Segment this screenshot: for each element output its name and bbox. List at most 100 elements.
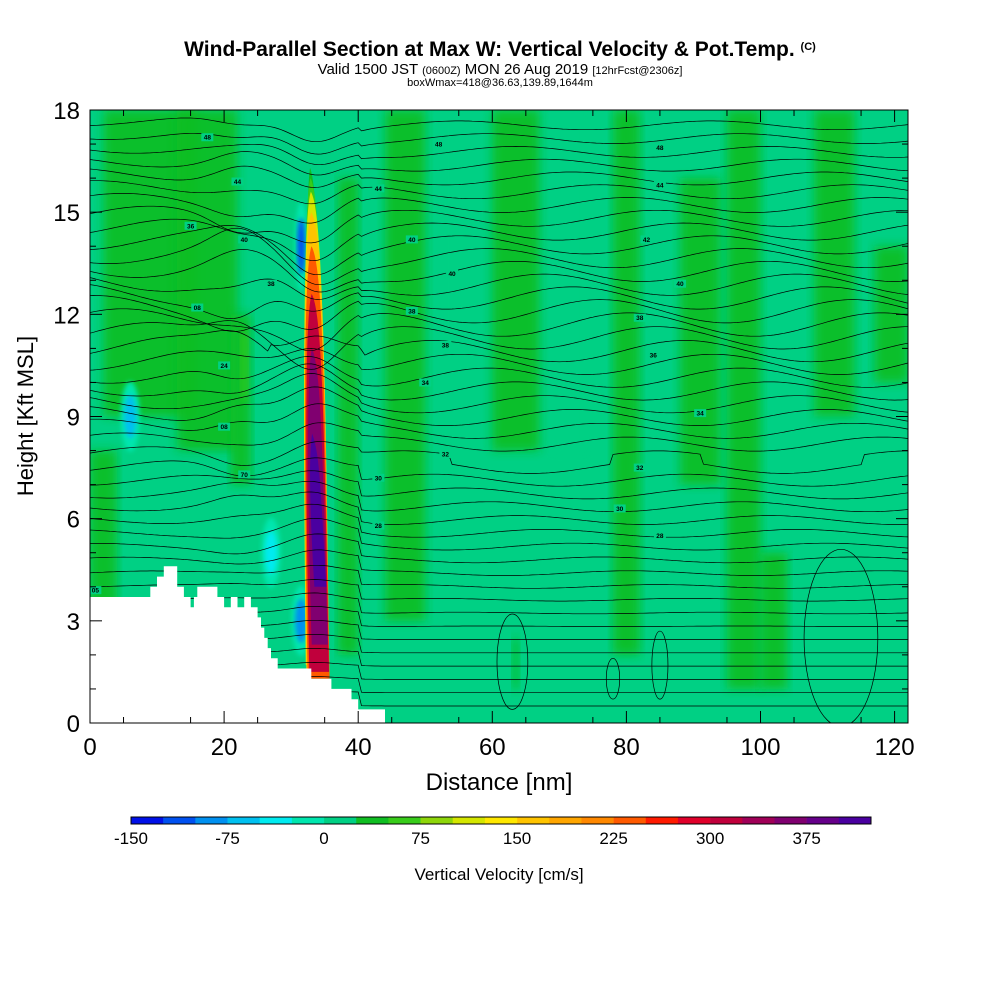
colorbar-swatch <box>259 817 293 824</box>
plot-area: 05 48 48 48 44 44 44 36 40 40 42 38 40 40 08 38 38 38 36 24… <box>90 110 908 723</box>
colorbar-tick-label: -75 <box>215 829 240 848</box>
forecast-info: [12hrFcst@2306z] <box>592 65 683 77</box>
theta-contour <box>90 295 908 332</box>
theta-label: 05 <box>92 588 100 595</box>
colorbar-swatch <box>677 817 711 824</box>
colorbar-swatch <box>388 817 421 824</box>
theta-label-bg <box>238 235 251 244</box>
theta-contour <box>90 356 908 388</box>
colorbar-swatch <box>549 817 582 824</box>
y-tick-label: 9 <box>67 405 80 432</box>
colorbar-swatch <box>806 817 840 824</box>
theta-label: 38 <box>636 315 644 322</box>
theta-contour <box>90 363 908 401</box>
colorbar-swatch <box>517 817 550 824</box>
theta-label-bg <box>405 306 418 315</box>
x-tick-label: 100 <box>740 734 780 761</box>
updraft-layer <box>310 433 327 587</box>
terrain <box>90 566 385 723</box>
colorbar: -150 -75 0 75 150 225 300 375 <box>114 816 872 848</box>
colorbar-swatch <box>645 817 679 824</box>
theta-label: 48 <box>656 145 664 152</box>
theta-label-bg <box>405 235 418 244</box>
x-tick-label: 60 <box>479 734 506 761</box>
theta-label: 36 <box>650 353 658 360</box>
velocity-streak <box>680 178 721 485</box>
theta-label: 44 <box>656 182 664 189</box>
theta-label-bg <box>238 470 251 479</box>
theta-label: 34 <box>697 411 705 418</box>
colorbar-swatch <box>131 817 164 824</box>
colorbar-swatch <box>291 817 325 824</box>
theta-contour <box>90 386 908 426</box>
colorbar-swatch <box>581 817 614 824</box>
theta-contour <box>90 533 908 564</box>
theta-label: 40 <box>408 237 416 244</box>
valid-time-utc: (0600Z) <box>422 65 461 77</box>
x-tick-label: 80 <box>613 734 640 761</box>
y-tick-label: 12 <box>53 302 80 329</box>
theta-label-bg <box>201 133 214 142</box>
theta-label: 44 <box>234 179 242 186</box>
colorbar-swatch <box>742 817 775 824</box>
theta-contour <box>90 480 908 513</box>
theta-label: 42 <box>643 237 651 244</box>
colorbar-tick-label: 300 <box>696 829 724 848</box>
colorbar-tick-label: 0 <box>319 829 328 848</box>
theta-label: 30 <box>375 475 383 482</box>
valid-time: Valid 1500 JST <box>317 61 418 78</box>
theta-label-bg <box>265 279 278 288</box>
colorbar-label: Vertical Velocity [cm/s] <box>414 865 583 884</box>
velocity-streak <box>814 110 855 417</box>
theta-label-bg <box>633 463 646 472</box>
velocity-streak <box>552 110 587 451</box>
theta-label-bg <box>633 313 646 322</box>
downdraft-core <box>124 394 137 439</box>
x-tick-label: 0 <box>83 734 96 761</box>
theta-label-bg <box>184 221 197 230</box>
theta-label: 28 <box>375 523 383 530</box>
theta-label-bg <box>439 340 452 349</box>
theta-label: 36 <box>187 223 195 230</box>
theta-label: 28 <box>656 533 664 540</box>
theta-contour <box>90 373 908 414</box>
downdraft-core <box>297 218 306 275</box>
theta-label: 40 <box>448 271 456 278</box>
colorbar-frame <box>130 816 872 825</box>
y-tick-label: 3 <box>67 609 80 636</box>
theta-label: 38 <box>267 281 275 288</box>
theta-label: 34 <box>422 380 430 387</box>
x-axis-label: Distance [nm] <box>426 769 573 796</box>
colorbar-tick-label: 375 <box>792 829 820 848</box>
theta-contour <box>90 549 908 576</box>
theta-contour <box>90 348 908 375</box>
theta-label: 30 <box>616 506 624 513</box>
colorbar-swatch <box>227 817 260 824</box>
theta-label: 08 <box>220 424 228 431</box>
theta-label-bg <box>653 143 666 152</box>
colorbar-swatch <box>324 817 357 824</box>
theta-contour <box>90 308 908 352</box>
velocity-streak <box>177 110 238 451</box>
theta-label-bg <box>613 504 626 513</box>
theta-label: 48 <box>204 135 212 142</box>
theta-contour <box>90 205 908 244</box>
theta-contour <box>90 273 908 300</box>
y-tick-label: 0 <box>67 711 80 738</box>
y-axis-label: Height [Kft MSL] <box>13 336 38 496</box>
updraft-core <box>304 167 330 679</box>
theta-label: 32 <box>442 451 450 458</box>
valid-date: MON 26 Aug 2019 <box>464 61 589 78</box>
theta-contour <box>90 457 908 487</box>
theta-contour <box>90 564 908 589</box>
theta-contour-loop <box>803 548 879 723</box>
copyright-mark: (C) <box>800 41 816 53</box>
theta-label: 70 <box>241 472 249 479</box>
y-tick-label: 6 <box>67 507 80 534</box>
colorbar-swatch <box>420 817 454 824</box>
x-tick-label: 120 <box>875 734 915 761</box>
colorbar-swatch <box>163 817 196 824</box>
colorbar-swatch <box>452 817 486 824</box>
theta-label-bg <box>446 269 459 278</box>
